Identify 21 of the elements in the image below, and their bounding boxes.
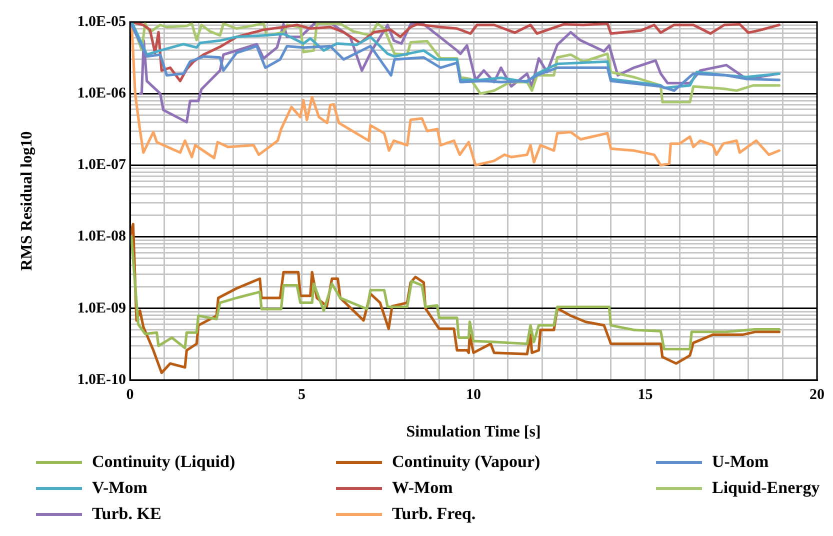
y-tick-label: 1.0E-09 — [77, 300, 126, 316]
y-tick-label: 1.0E-10 — [77, 372, 126, 388]
legend-label: Continuity (Vapour) — [392, 452, 540, 472]
y-tick-label: 1.0E-07 — [77, 157, 126, 174]
legend-label: V-Mom — [92, 478, 148, 498]
y-tick-label: 1.0E-08 — [77, 228, 126, 245]
legend-label: U-Mom — [712, 452, 769, 472]
x-tick-label: 0 — [126, 386, 134, 403]
y-axis-title: RMS Residual log10 — [18, 131, 36, 271]
legend-label: Turb. KE — [92, 504, 162, 524]
legend-label: W-Mom — [392, 478, 453, 498]
y-tick-label: 1.0E-05 — [77, 14, 126, 30]
y-tick-label: 1.0E-06 — [77, 85, 126, 102]
legend-label: Turb. Freq. — [392, 504, 476, 524]
x-tick-label: 5 — [298, 386, 306, 403]
legend-label: Continuity (Liquid) — [92, 452, 236, 472]
x-axis-title: Simulation Time [s] — [406, 424, 541, 441]
legend-label: Liquid-Energy — [712, 478, 820, 498]
x-tick-label: 20 — [810, 386, 824, 403]
x-tick-label: 15 — [638, 386, 653, 403]
x-tick-label: 10 — [466, 386, 481, 403]
